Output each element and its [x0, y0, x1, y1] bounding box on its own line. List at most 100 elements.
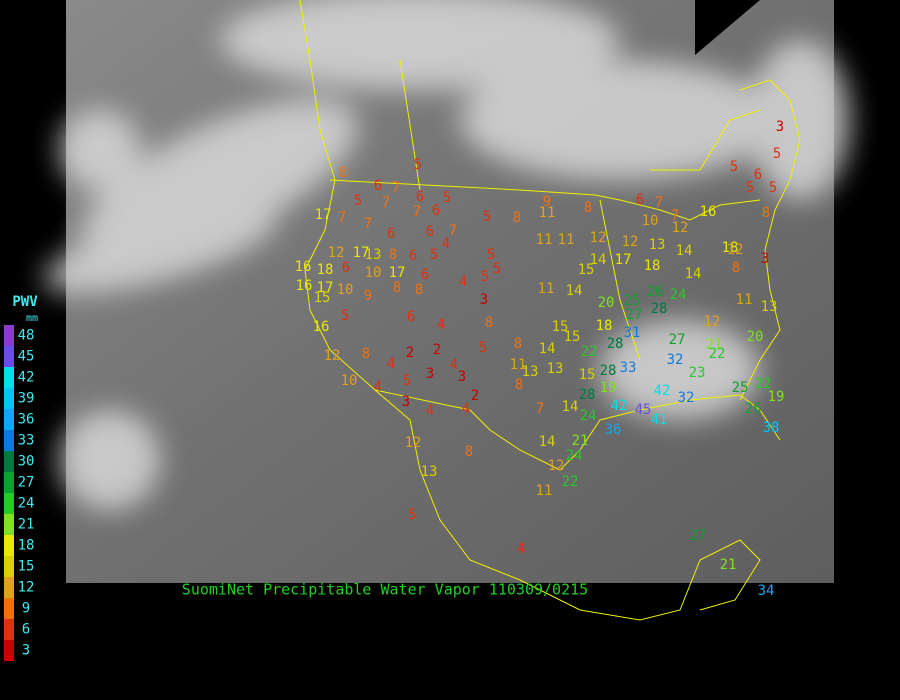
station-value: 23	[689, 365, 706, 381]
station-value: 2	[406, 345, 414, 361]
station-value: 6	[387, 226, 395, 242]
station-value: 5	[746, 180, 754, 196]
station-value: 28	[600, 363, 617, 379]
station-value: 7	[364, 216, 372, 232]
legend-label: 48	[18, 328, 35, 344]
station-value: 16	[295, 259, 312, 275]
station-value: 15	[579, 367, 596, 383]
station-value: 24	[670, 287, 687, 303]
satellite-image	[43, 0, 850, 583]
station-value: 2	[471, 388, 479, 404]
station-value: 42	[611, 398, 628, 414]
station-value: 5	[341, 308, 349, 324]
station-value: 8	[389, 247, 397, 263]
station-value: 22	[562, 474, 579, 490]
station-value: 13	[522, 364, 539, 380]
station-value: 4	[437, 317, 445, 333]
station-value: 36	[605, 422, 622, 438]
legend-swatch	[4, 577, 14, 598]
station-value: 14	[685, 266, 702, 282]
station-value: 8	[415, 282, 423, 298]
station-value: 6	[421, 267, 429, 283]
station-value: 22	[755, 376, 772, 392]
station-value: 25	[732, 380, 749, 396]
legend-label: 39	[18, 391, 35, 407]
station-value: 6	[636, 192, 644, 208]
station-value: 11	[539, 205, 556, 221]
legend-swatch	[4, 388, 14, 409]
legend-swatch	[4, 640, 14, 661]
station-value: 12	[548, 458, 565, 474]
station-value: 8	[362, 346, 370, 362]
station-value: 16	[313, 319, 330, 335]
station-value: 18	[722, 240, 739, 256]
station-value: 9	[364, 288, 372, 304]
station-value: 2	[433, 342, 441, 358]
legend-label: 30	[18, 454, 35, 470]
station-value: 21	[572, 433, 589, 449]
caption: SuomiNet Precipitable Water Vapor 110309…	[182, 581, 588, 599]
station-value: 11	[536, 483, 553, 499]
station-value: 27	[626, 307, 643, 323]
station-value: 7	[392, 180, 400, 196]
station-value: 5	[487, 247, 495, 263]
station-value: 6	[432, 203, 440, 219]
station-value: 9	[543, 194, 551, 210]
station-value: 10	[365, 265, 382, 281]
station-value: 5	[430, 247, 438, 263]
station-value: 18	[644, 258, 661, 274]
station-value: 4	[517, 541, 525, 557]
legend-unit: mm	[26, 313, 38, 324]
station-value: 7	[449, 223, 457, 239]
station-value: 17	[389, 265, 406, 281]
station-value: 3	[402, 394, 410, 410]
station-value: 4	[426, 403, 434, 419]
legend-label: 42	[18, 370, 35, 386]
station-value: 14	[539, 434, 556, 450]
station-value: 5	[773, 146, 781, 162]
station-value: 20	[747, 329, 764, 345]
station-value: 8	[732, 260, 740, 276]
legend-swatch	[4, 430, 14, 451]
station-value: 8	[584, 200, 592, 216]
station-value: 12	[622, 234, 639, 250]
legend-swatch	[4, 367, 14, 388]
station-value: 14	[562, 399, 579, 415]
legend: PWV mm 48 45 42 39 36 33 30 27 24 21 18 15 12 9 6 3	[4, 294, 38, 661]
station-value: 15	[564, 329, 581, 345]
station-value: 10	[341, 373, 358, 389]
station-value: 8	[762, 205, 770, 221]
station-value: 25	[624, 293, 641, 309]
legend-swatch	[4, 472, 14, 493]
station-value: 16	[296, 278, 313, 294]
legend-label: 33	[18, 433, 35, 449]
station-value: 6	[416, 189, 424, 205]
legend-label: 24	[18, 496, 35, 512]
station-value: 15	[552, 319, 569, 335]
station-value: 42	[654, 383, 671, 399]
station-value: 14	[539, 341, 556, 357]
station-value: 19	[768, 389, 785, 405]
legend-swatch	[4, 619, 14, 640]
station-value: 8	[465, 444, 473, 460]
station-value: 5	[483, 209, 491, 225]
station-value: 11	[538, 281, 555, 297]
station-value: 8	[513, 210, 521, 226]
station-value: 18	[317, 262, 334, 278]
station-value: 15	[578, 262, 595, 278]
legend-swatch	[4, 346, 14, 367]
station-value: 17	[615, 252, 632, 268]
station-value: 27	[690, 528, 707, 544]
station-value: 3	[480, 292, 488, 308]
station-value: 4	[442, 236, 450, 252]
station-value: 12	[405, 435, 422, 451]
station-value: 21	[706, 337, 723, 353]
station-value: 21	[720, 557, 737, 573]
station-value: 22	[581, 344, 598, 360]
station-value: 5	[403, 373, 411, 389]
station-value: 6	[409, 248, 417, 264]
station-value: 38	[763, 420, 780, 436]
station-value: 4	[387, 356, 395, 372]
station-value: 5	[443, 190, 451, 206]
